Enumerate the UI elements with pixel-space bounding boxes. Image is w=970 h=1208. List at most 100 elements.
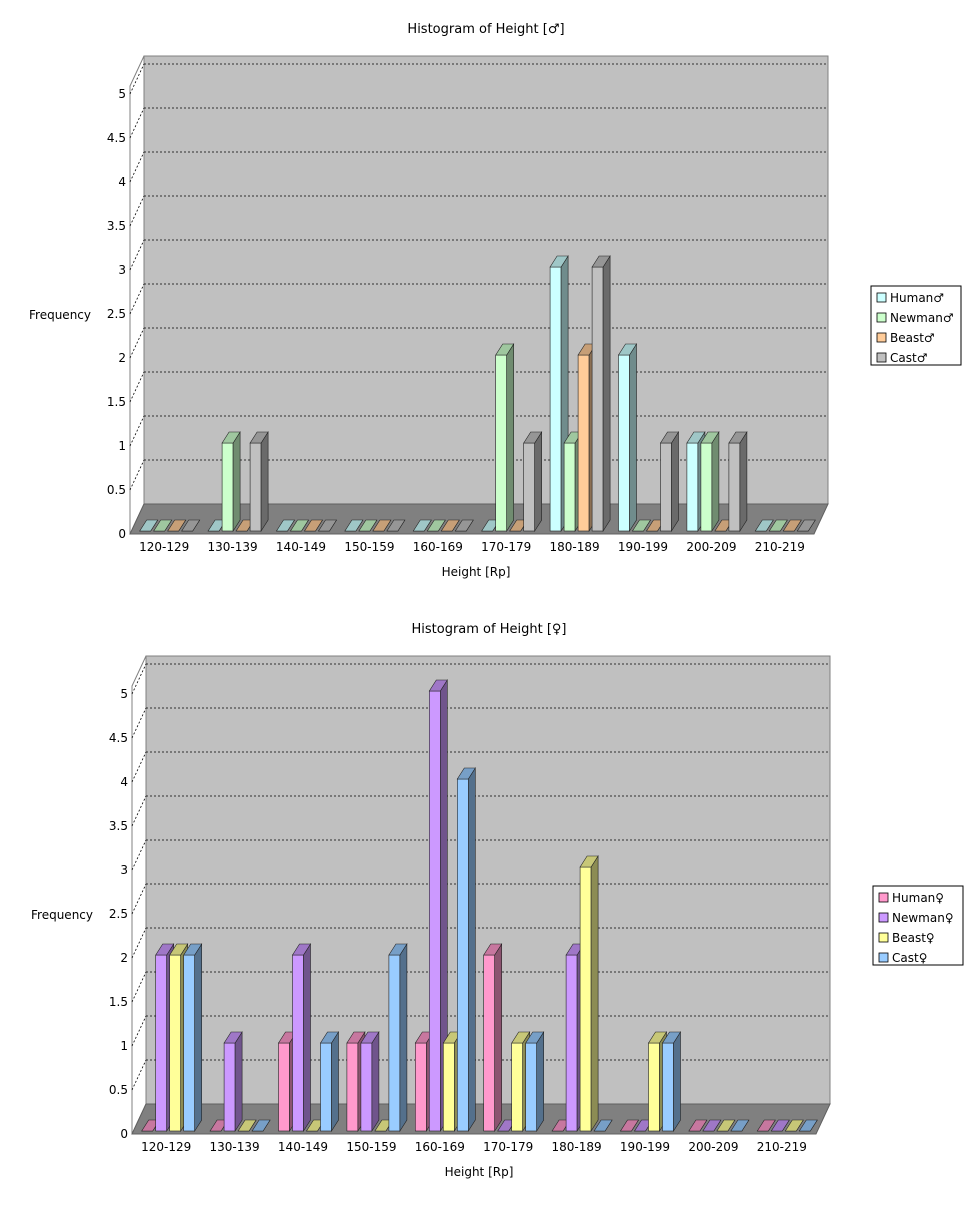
- legend-swatch: [878, 892, 889, 903]
- bar-top: [754, 519, 774, 532]
- bar-top: [440, 519, 460, 532]
- bar: [782, 519, 802, 532]
- bar-top: [756, 1119, 776, 1132]
- bar-side: [399, 942, 408, 1133]
- gridline-side: [131, 927, 147, 959]
- bar-front: [223, 1042, 236, 1132]
- bar-front: [525, 1042, 538, 1132]
- male-height-histogram: Histogram of Height [♂] Frequency Height…: [29, 22, 962, 579]
- bar-side: [232, 430, 241, 533]
- x-tick-label: 210-219: [757, 1140, 807, 1154]
- bar-top: [700, 431, 720, 444]
- bar-side: [602, 254, 611, 533]
- bar: [702, 1119, 722, 1132]
- y-tick-label: 0.5: [107, 483, 126, 497]
- x-tick-label: 180-189: [552, 1140, 602, 1154]
- bar: [523, 430, 543, 533]
- y-tick-label: 2.5: [107, 307, 126, 321]
- bar-front: [155, 954, 167, 1132]
- bar-front: [456, 778, 469, 1132]
- bar-top: [661, 1031, 682, 1044]
- y-tick-label: 4: [118, 175, 126, 189]
- bar-front: [442, 1042, 455, 1132]
- bar-front: [320, 1042, 332, 1132]
- y-tick-label: 1.5: [109, 995, 128, 1009]
- bar-front: [549, 266, 562, 532]
- bar: [223, 1030, 243, 1133]
- bar-side: [260, 430, 269, 533]
- bar-top: [358, 519, 378, 532]
- bar-top: [139, 519, 159, 532]
- bar: [688, 1119, 708, 1132]
- bar: [525, 1030, 545, 1133]
- bar-top: [317, 519, 338, 532]
- bar-side: [711, 430, 720, 533]
- bar-top: [346, 1031, 366, 1044]
- bar-top: [619, 1119, 640, 1132]
- bar: [388, 942, 408, 1133]
- gridline-side: [129, 283, 145, 315]
- y-tick-label: 3: [118, 263, 126, 277]
- bar: [237, 1119, 257, 1132]
- bar-top: [768, 519, 788, 532]
- bar: [730, 1119, 750, 1132]
- bar: [754, 519, 774, 532]
- bar-side: [506, 342, 515, 533]
- legend: Human♂ Newman♂ Beast♂ Cast♂: [870, 285, 962, 366]
- bar-top: [169, 943, 189, 956]
- x-tick-label: 120-129: [141, 1140, 191, 1154]
- bar-top: [456, 767, 476, 780]
- bar: [617, 342, 638, 533]
- bar: [412, 519, 432, 532]
- bar-front: [686, 442, 699, 532]
- legend-swatch: [876, 312, 887, 323]
- bar: [289, 519, 310, 532]
- gridline-side: [129, 371, 145, 403]
- legend: Human♀ Newman♀ Beast♀ Cast♀: [872, 885, 964, 966]
- gridline-side: [131, 751, 147, 783]
- y-tick-label: 2.5: [109, 907, 128, 921]
- legend-label: Newman♂: [890, 311, 954, 325]
- bar-side: [331, 1030, 339, 1133]
- bar-top: [319, 1031, 340, 1044]
- bar-side: [371, 1030, 380, 1133]
- bar-top: [659, 431, 680, 444]
- bar: [167, 519, 187, 532]
- bar: [183, 942, 203, 1133]
- y-tick-label: 1.5: [107, 395, 126, 409]
- y-tick-label: 3.5: [109, 819, 128, 833]
- bar-top: [511, 1031, 531, 1044]
- y-tick-label: 3.5: [107, 219, 126, 233]
- bar-front: [660, 442, 672, 532]
- side-wall: [131, 655, 147, 1135]
- bar-top: [372, 519, 392, 532]
- bar-top: [579, 855, 599, 868]
- x-tick-label: 170-179: [481, 540, 531, 554]
- bar: [275, 519, 296, 532]
- gridline-side: [129, 151, 145, 183]
- bar-top: [251, 1119, 271, 1132]
- bar: [344, 519, 364, 532]
- bar-top: [631, 519, 652, 532]
- legend-label: Cast♀: [892, 951, 927, 965]
- y-tick-label: 3: [120, 863, 128, 877]
- bar: [251, 1119, 271, 1132]
- bar-top: [525, 1031, 545, 1044]
- bar-top: [291, 943, 312, 956]
- legend-label: Human♀: [892, 891, 944, 905]
- bar: [495, 342, 515, 533]
- bar-side: [534, 430, 543, 533]
- bar: [386, 519, 406, 532]
- gridline-side: [129, 415, 145, 447]
- bar: [631, 519, 652, 532]
- bar: [784, 1119, 804, 1132]
- bar: [358, 519, 378, 532]
- bar-top: [388, 943, 408, 956]
- bar: [728, 430, 748, 533]
- bar-top: [702, 1119, 722, 1132]
- gridline-side: [131, 1015, 147, 1047]
- bar-front: [388, 954, 401, 1132]
- bar-top: [495, 343, 515, 356]
- bar-side: [629, 342, 637, 533]
